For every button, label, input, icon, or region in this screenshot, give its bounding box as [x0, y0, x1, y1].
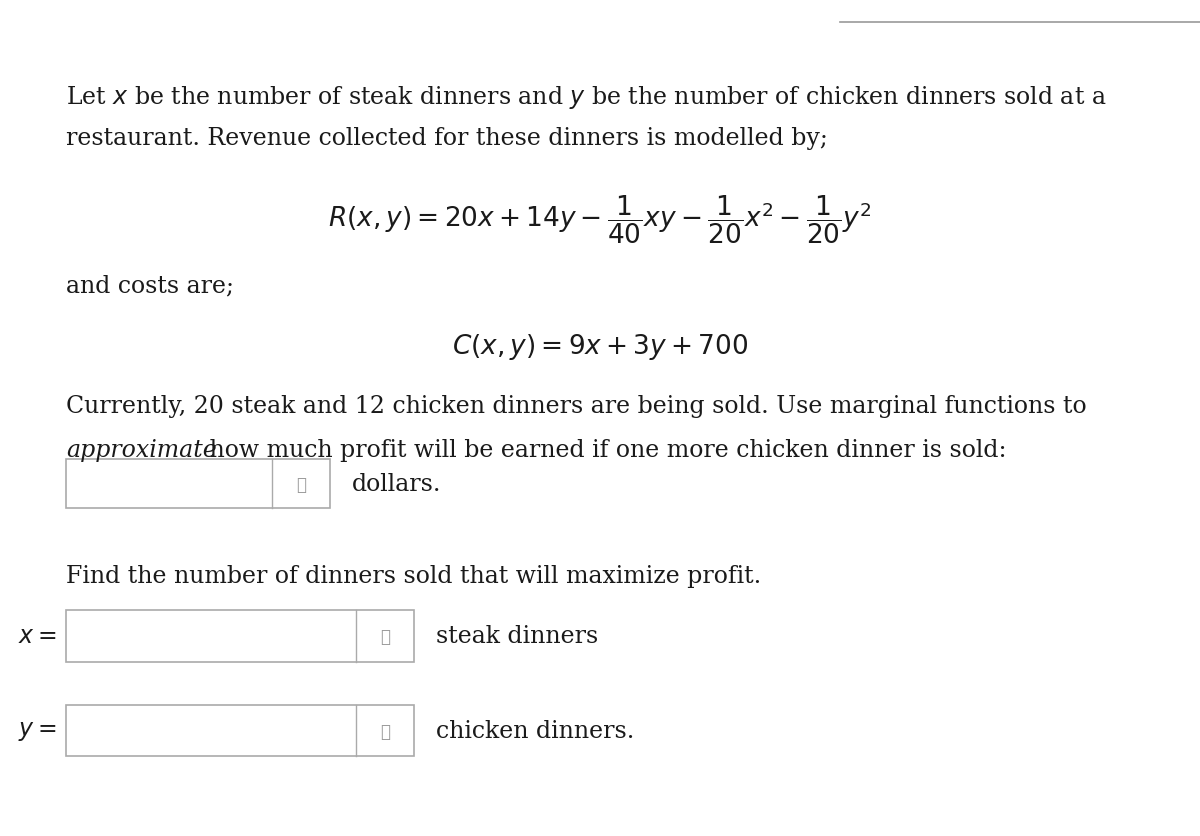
FancyBboxPatch shape [66, 705, 414, 757]
Text: approximate: approximate [66, 438, 217, 461]
Text: chicken dinners.: chicken dinners. [436, 719, 634, 742]
Text: Find the number of dinners sold that will maximize profit.: Find the number of dinners sold that wil… [66, 564, 761, 587]
Text: Currently, 20 steak and 12 chicken dinners are being sold. Use marginal function: Currently, 20 steak and 12 chicken dinne… [66, 395, 1087, 417]
Text: $C(x, y) = 9x + 3y + 700$: $C(x, y) = 9x + 3y + 700$ [452, 332, 748, 362]
Text: restaurant. Revenue collected for these dinners is modelled by;: restaurant. Revenue collected for these … [66, 127, 828, 150]
Text: dollars.: dollars. [352, 472, 442, 496]
Text: $x =$: $x =$ [18, 624, 56, 648]
Text: 🖉: 🖉 [296, 475, 306, 493]
FancyBboxPatch shape [66, 610, 414, 662]
Text: and costs are;: and costs are; [66, 274, 234, 297]
Text: Let $x$ be the number of steak dinners and $y$ be the number of chicken dinners : Let $x$ be the number of steak dinners a… [66, 84, 1106, 110]
Text: $y =$: $y =$ [18, 719, 56, 742]
Text: $R(x, y) = 20x + 14y - \dfrac{1}{40}xy - \dfrac{1}{20}x^2 - \dfrac{1}{20}y^2$: $R(x, y) = 20x + 14y - \dfrac{1}{40}xy -… [328, 194, 872, 246]
FancyBboxPatch shape [66, 460, 330, 508]
Text: 🖉: 🖉 [380, 721, 390, 740]
Text: steak dinners: steak dinners [436, 624, 598, 648]
Text: 🖉: 🖉 [380, 627, 390, 645]
Text: how much profit will be earned if one more chicken dinner is sold:: how much profit will be earned if one mo… [202, 438, 1006, 461]
